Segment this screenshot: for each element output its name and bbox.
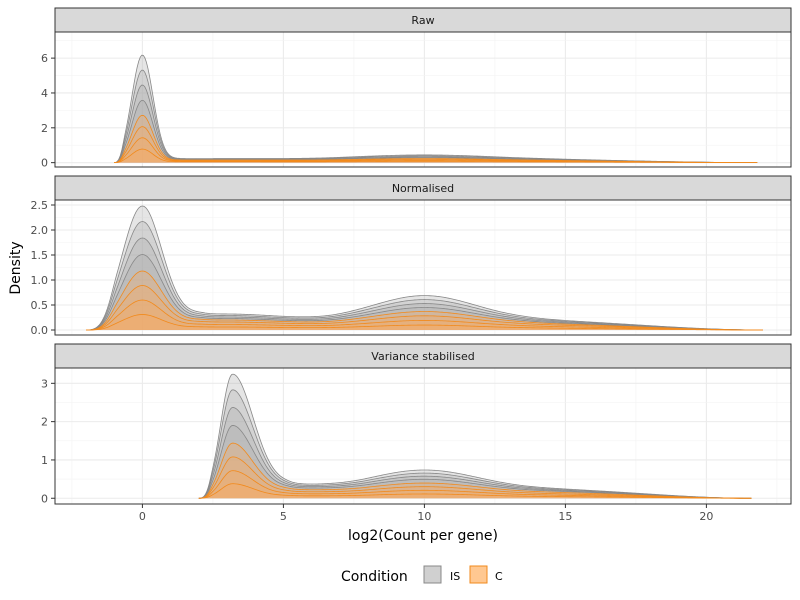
x-tick-label: 5: [280, 510, 287, 523]
gridlines: [55, 200, 791, 335]
density-area-is: [86, 254, 763, 330]
y-tick-label: 3: [41, 377, 48, 390]
density-line-c: [114, 148, 758, 164]
y-tick-label: 2: [41, 122, 48, 135]
density-line-is: [86, 254, 763, 331]
gridlines: [55, 368, 791, 504]
x-axis-title: log2(Count per gene): [348, 528, 498, 544]
legend-key-is: [423, 565, 442, 584]
legend-title: Condition: [341, 569, 408, 585]
legend-label-is: IS: [450, 570, 460, 583]
density-area-c: [86, 285, 763, 330]
y-tick-label: 4: [41, 87, 48, 100]
density-line-c: [198, 470, 752, 499]
facet-panels: Raw 0 2 4 6 Normalised 0.0 0.5 1.0 1.5 2.0 2.5 Varia…: [31, 7, 792, 505]
gridlines: [55, 32, 791, 167]
y-tick-label: 2.0: [31, 224, 49, 237]
density-area-c: [198, 483, 752, 499]
panel-variance-stabilised: Variance stabilised 0 1 2 3: [41, 343, 792, 505]
panel-border: [54, 199, 792, 336]
density-line-is: [86, 205, 763, 331]
x-axis: 0 5 10 15 20: [139, 504, 713, 523]
density-area-c: [86, 314, 763, 330]
y-axis: 0 1 2 3: [41, 377, 55, 505]
density-line-c: [86, 285, 763, 331]
facet-strip-label: Normalised: [392, 182, 454, 195]
facet-strip-label: Variance stabilised: [371, 350, 474, 363]
x-tick-label: 10: [417, 510, 431, 523]
density-area-c: [198, 470, 752, 499]
density-area-c: [198, 443, 752, 499]
facet-strip: [54, 343, 792, 369]
plot-background: [55, 32, 791, 167]
y-tick-label: 0: [41, 492, 48, 505]
density-line-is: [198, 425, 752, 499]
legend-key-c: [469, 565, 488, 584]
density-line-c: [86, 314, 763, 331]
density-line-c: [198, 442, 752, 499]
density-area-is: [198, 425, 752, 499]
facet-strip: [54, 7, 792, 33]
y-tick-label: 2.5: [31, 199, 49, 212]
panel-border: [54, 367, 792, 505]
y-tick-label: 1: [41, 454, 48, 467]
density-curves: [86, 205, 763, 331]
plot-background: [55, 368, 791, 504]
density-line-c: [86, 270, 763, 331]
panel-border: [54, 31, 792, 168]
x-tick-label: 15: [558, 510, 572, 523]
panel-raw: Raw 0 2 4 6: [41, 7, 792, 170]
y-tick-label: 0.5: [31, 299, 49, 312]
density-area-c: [198, 456, 752, 499]
density-curves: [114, 54, 758, 164]
density-area-is: [198, 389, 752, 499]
y-tick-label: 0.0: [31, 324, 49, 337]
legend: Condition IS C: [341, 565, 503, 585]
panel-normalised: Normalised 0.0 0.5 1.0 1.5 2.0 2.5: [31, 175, 792, 337]
density-curves: [198, 373, 752, 499]
legend-label-c: C: [495, 570, 503, 583]
x-tick-label: 20: [699, 510, 713, 523]
y-tick-label: 1.0: [31, 274, 49, 287]
y-axis: 0 2 4 6: [41, 52, 55, 170]
density-area-c: [86, 300, 763, 330]
density-line-c: [86, 299, 763, 331]
y-tick-label: 0: [41, 157, 48, 170]
facet-strip-label: Raw: [411, 14, 434, 27]
density-line-is: [86, 221, 763, 331]
y-tick-label: 6: [41, 52, 48, 65]
density-line-c: [198, 483, 752, 499]
density-area-is: [86, 206, 763, 330]
density-area-c: [86, 271, 763, 330]
y-tick-label: 2: [41, 416, 48, 429]
density-area-is: [198, 374, 752, 499]
x-tick-label: 0: [139, 510, 146, 523]
density-area-is: [86, 221, 763, 330]
density-line-c: [198, 456, 752, 499]
y-tick-label: 1.5: [31, 249, 49, 262]
y-axis-title: Density: [8, 241, 24, 294]
y-axis: 0.0 0.5 1.0 1.5 2.0 2.5: [31, 199, 55, 337]
